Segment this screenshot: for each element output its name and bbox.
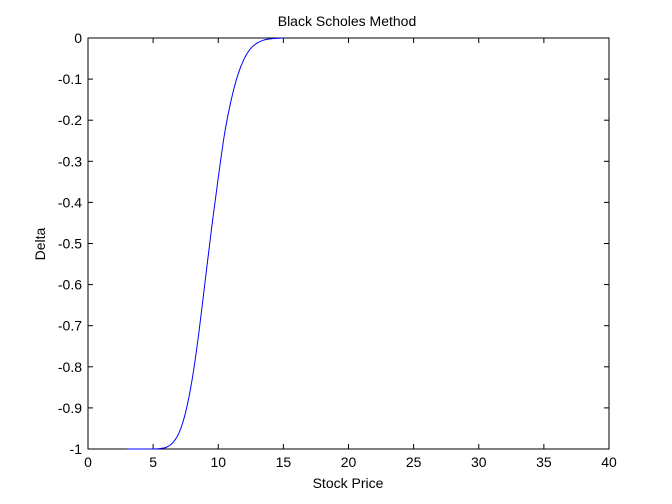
x-tick-label: 15 xyxy=(276,454,292,470)
y-tick-labels: 0 -0.1 -0.2 -0.3 -0.4 -0.5 -0.6 -0.7 -0.8 -0.9 -1 xyxy=(58,30,82,457)
y-tick-label: -0.1 xyxy=(58,71,82,87)
x-tick-label: 5 xyxy=(149,454,157,470)
x-tick-label: 0 xyxy=(84,454,92,470)
x-tick-label: 20 xyxy=(341,454,357,470)
y-tick-label: -0.8 xyxy=(58,359,82,375)
y-tick-label: -0.7 xyxy=(58,318,82,334)
y-ticks xyxy=(88,37,609,450)
x-tick-label: 10 xyxy=(210,454,226,470)
y-tick-label: -0.2 xyxy=(58,112,82,128)
x-tick-label: 25 xyxy=(406,454,422,470)
y-tick-label: -0.5 xyxy=(58,236,82,252)
y-tick-label: 0 xyxy=(74,30,82,46)
y-tick-label: -0.4 xyxy=(58,194,82,210)
y-tick-label: -0.6 xyxy=(58,277,82,293)
chart-title: Black Scholes Method xyxy=(278,13,417,29)
y-tick-label: -1 xyxy=(70,441,83,457)
x-tick-label: 40 xyxy=(601,454,617,470)
y-tick-label: -0.9 xyxy=(58,400,82,416)
x-axis-label: Stock Price xyxy=(313,475,384,491)
x-tick-label: 35 xyxy=(536,454,552,470)
y-axis-label: Delta xyxy=(32,227,48,260)
x-ticks xyxy=(87,38,610,449)
series-line xyxy=(127,37,284,450)
y-tick-label: -0.3 xyxy=(58,153,82,169)
x-tick-label: 30 xyxy=(471,454,487,470)
plot-area xyxy=(87,37,610,450)
x-tick-labels: 0 5 10 15 20 25 30 35 40 xyxy=(84,454,617,470)
